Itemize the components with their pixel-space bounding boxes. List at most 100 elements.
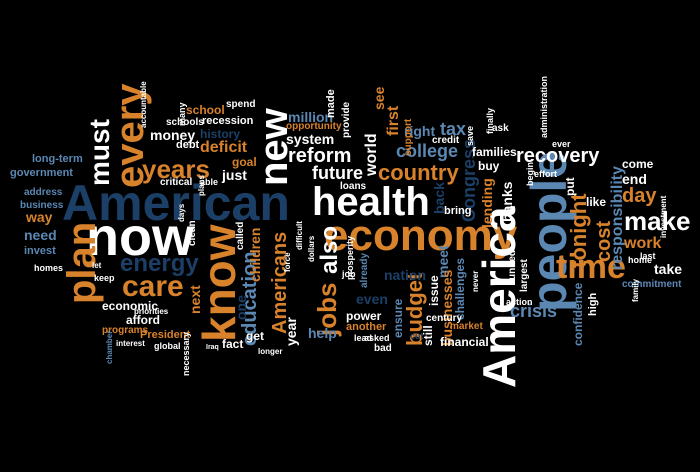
word-government: government xyxy=(10,167,73,179)
word-make: make xyxy=(624,206,691,236)
word-ask: ask xyxy=(492,123,509,134)
word-money: money xyxy=(150,127,196,143)
word-power: power xyxy=(346,309,382,323)
word-world: world xyxy=(363,133,380,176)
word-even: even xyxy=(356,291,388,307)
word-afford: afford xyxy=(126,313,160,327)
word-system: system xyxy=(286,131,335,147)
word-college: college xyxy=(396,141,459,161)
word-lead: lead xyxy=(354,333,373,343)
word-homes: homes xyxy=(34,263,64,273)
word-goal: goal xyxy=(232,155,257,169)
word-already: already xyxy=(359,252,370,288)
word-bad: bad xyxy=(374,343,392,354)
word-buy: buy xyxy=(478,159,500,173)
word-put: put xyxy=(563,177,577,196)
word-loans: loans xyxy=(340,181,367,192)
word-school: school xyxy=(186,103,225,117)
word-first: first xyxy=(385,105,402,136)
word-opportunity: opportunity xyxy=(286,121,342,132)
word-business: business xyxy=(20,200,64,211)
word-investment: investment xyxy=(659,195,668,238)
word-next: next xyxy=(187,285,203,314)
word-let: let xyxy=(92,261,102,270)
word-get: get xyxy=(246,329,264,343)
word-time: time xyxy=(556,248,626,286)
word-called: called xyxy=(235,221,246,250)
word-address: address xyxy=(24,187,63,198)
word-must: must xyxy=(84,119,115,186)
word-long-term: long-term xyxy=(32,153,83,165)
word-challenges: challenges xyxy=(453,257,467,320)
word-clean: clean xyxy=(187,220,198,246)
word-history: history xyxy=(200,127,241,141)
word-recession: recession xyxy=(202,115,254,127)
word-job: job xyxy=(342,269,356,279)
word-plans: plans xyxy=(197,175,206,196)
word-nation: nation xyxy=(384,267,426,283)
word-president: President xyxy=(140,329,191,341)
word-confidence: confidence xyxy=(571,282,585,346)
word-interest: interest xyxy=(116,339,145,348)
word-days: days xyxy=(177,203,186,222)
word-high: high xyxy=(587,292,599,316)
word-need: need xyxy=(24,227,57,243)
word-action: action xyxy=(506,297,533,307)
word-asked: asked xyxy=(364,333,390,343)
word-support: support xyxy=(403,118,414,156)
word-banks: banks xyxy=(499,181,515,222)
word-able: able xyxy=(200,177,219,187)
word-iraq: Iraq xyxy=(206,344,219,351)
word-spend: spend xyxy=(226,99,256,110)
word-accountable: accountable xyxy=(139,81,148,128)
word-health: health xyxy=(312,180,430,224)
word-tax: tax xyxy=(440,119,467,139)
word-crisis: crisis xyxy=(510,301,558,321)
word-dollars: dollars xyxy=(307,235,316,262)
word-economy: economy xyxy=(324,211,518,260)
word-economic: economic xyxy=(102,299,159,313)
word-future: future xyxy=(312,163,363,183)
word-help: help xyxy=(308,325,337,341)
word-american: American xyxy=(62,175,290,231)
word-never: never xyxy=(471,270,480,292)
word-one: one xyxy=(233,295,249,320)
word-families: families xyxy=(472,145,517,159)
word-bring: bring xyxy=(444,205,472,217)
word-see: see xyxy=(371,86,387,110)
word-longer: longer xyxy=(258,347,283,356)
word-care: care xyxy=(122,270,184,303)
word-force: force xyxy=(283,252,292,272)
word-priorities: priorities xyxy=(134,307,169,316)
word-made: made xyxy=(325,89,337,118)
word-credit: credit xyxy=(432,135,460,146)
word-ever: ever xyxy=(552,139,571,149)
word-century: century xyxy=(426,313,463,324)
word-chamber: chamber xyxy=(105,330,114,364)
word-administration: administration xyxy=(539,75,549,138)
word-last: last xyxy=(640,251,656,261)
word-keep: keep xyxy=(94,273,115,283)
word-largest: largest xyxy=(519,259,530,292)
word-just: just xyxy=(222,167,247,183)
word-like: like xyxy=(586,195,607,209)
word-ensure: ensure xyxy=(391,298,405,338)
word-save: save xyxy=(465,125,475,146)
word-finally: finally xyxy=(485,107,495,134)
word-children: children xyxy=(247,227,263,282)
word-take: take xyxy=(654,261,683,277)
word-market: market xyxy=(450,321,483,332)
word-debt: debt xyxy=(176,139,200,151)
word-also: also xyxy=(316,225,343,274)
word-recovery: recovery xyxy=(516,145,600,167)
word-now: now xyxy=(86,207,194,267)
word-effort: effort xyxy=(534,169,557,179)
word-reform: reform xyxy=(288,145,352,167)
word-year: year xyxy=(283,317,299,346)
word-years: years xyxy=(142,154,210,184)
word-global: global xyxy=(154,341,181,351)
word-united: united xyxy=(507,250,518,280)
word-home: home xyxy=(628,255,653,265)
word-programs: programs xyxy=(102,325,149,336)
